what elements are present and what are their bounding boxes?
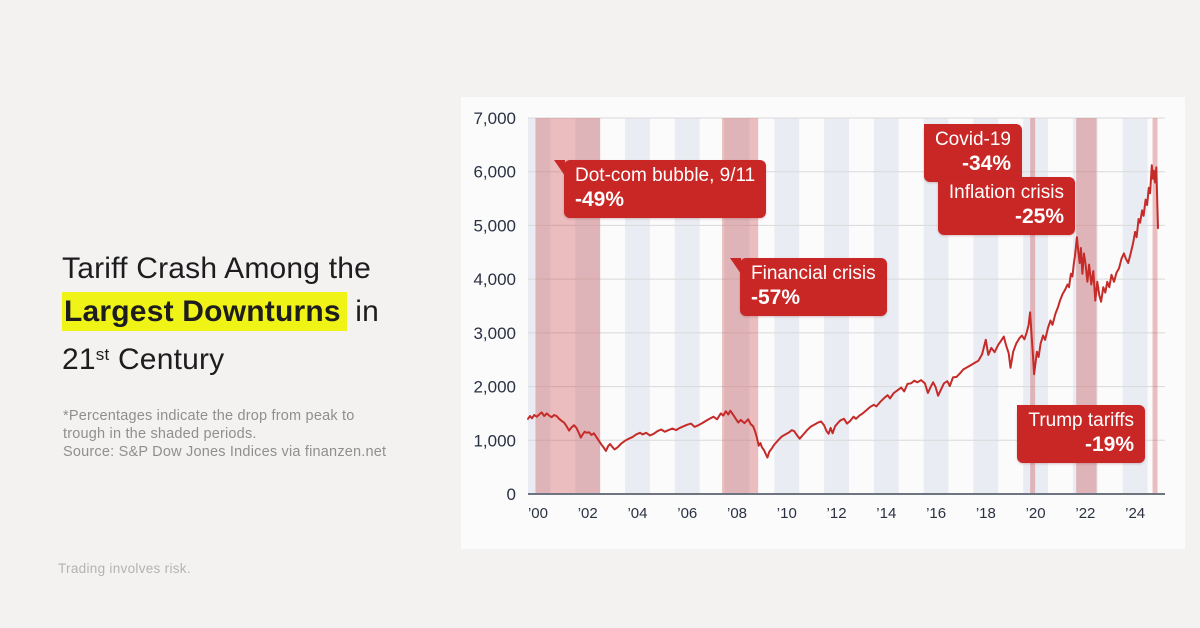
y-axis-label: 4,000 — [473, 270, 516, 289]
crisis-drop-percent: -25% — [1014, 205, 1064, 228]
crisis-name: Trump tariffs — [1028, 410, 1134, 431]
y-axis-label: 0 — [507, 485, 516, 504]
callout-tail-icon — [730, 258, 741, 274]
crisis-callout: Trump tariffs -19% — [1017, 405, 1145, 463]
crisis-drop-percent: -49% — [575, 188, 625, 211]
y-axis-label: 1,000 — [473, 431, 516, 450]
crisis-name: Dot-com bubble, 9/11 — [575, 165, 756, 186]
x-axis-label: ’16 — [926, 505, 946, 522]
title-ordinal-suffix: st — [95, 345, 110, 364]
title-highlight: Largest Downturns — [62, 292, 347, 331]
year-stripe — [528, 118, 551, 494]
x-axis-label: ’06 — [677, 505, 697, 522]
title-line-3-number: 21 — [62, 343, 96, 376]
risk-disclaimer: Trading involves risk. — [58, 561, 191, 576]
x-axis-label: ’20 — [1026, 505, 1046, 522]
crisis-band — [1076, 118, 1097, 494]
crisis-callout: Financial crisis -57% — [730, 258, 887, 316]
sp500-line — [527, 164, 1159, 459]
callout-tail-icon — [1017, 405, 1029, 421]
x-axis-label: ’18 — [976, 505, 996, 522]
y-axis-label: 7,000 — [473, 109, 516, 128]
x-axis-label: ’04 — [627, 505, 647, 522]
y-axis-label: 2,000 — [473, 378, 516, 397]
footnote-line-1: *Percentages indicate the drop from peak… — [63, 408, 355, 424]
title-line-3-rest: Century — [109, 343, 225, 376]
crisis-name: Inflation crisis — [948, 182, 1064, 203]
plot-area: Dot-com bubble, 9/11 -49% Financial crisis… — [528, 118, 1165, 494]
crisis-drop-percent: -34% — [961, 152, 1011, 175]
crisis-name: Covid-19 — [934, 129, 1011, 150]
x-axis-label: ’24 — [1125, 505, 1145, 522]
y-axis-label: 6,000 — [473, 163, 516, 182]
y-axis-label: 5,000 — [473, 216, 516, 235]
crisis-callout: Covid-19 -34% — [923, 124, 1022, 182]
x-axis-label: ’10 — [777, 505, 797, 522]
x-axis-label: ’02 — [578, 505, 598, 522]
footnote-line-2: trough in the shaded periods. — [63, 426, 257, 442]
callout-tail-icon — [923, 124, 935, 140]
callout-tail-icon — [554, 160, 565, 176]
crisis-callout: Dot-com bubble, 9/11 -49% — [554, 160, 767, 218]
page-title: Tariff Crash Among the Largest Downturns… — [62, 247, 462, 381]
x-axis-label: ’00 — [528, 505, 548, 522]
x-axis-label: ’12 — [827, 505, 847, 522]
title-line-1: Tariff Crash Among the — [62, 252, 371, 285]
crisis-band — [1030, 118, 1036, 494]
footnote: *Percentages indicate the drop from peak… — [63, 407, 463, 461]
crisis-drop-percent: -57% — [751, 286, 801, 309]
footnote-source: Source: S&P Dow Jones Indices via finanz… — [63, 444, 387, 460]
crisis-band — [1152, 118, 1158, 494]
y-axis-label: 3,000 — [473, 324, 516, 343]
crisis-callout: Inflation crisis -25% — [937, 177, 1075, 235]
x-axis-label: ’22 — [1075, 505, 1095, 522]
title-line-2-suffix: in — [346, 295, 380, 328]
chart-panel: 0 1,000 2,000 3,000 4,000 5,000 6,000 7,000 ’00 ’… — [461, 97, 1185, 549]
callout-tail-icon — [937, 177, 949, 193]
crisis-drop-percent: -19% — [1084, 433, 1134, 456]
x-axis-label: ’08 — [727, 505, 747, 522]
crisis-name: Financial crisis — [751, 263, 876, 284]
x-axis-label: ’14 — [876, 505, 896, 522]
